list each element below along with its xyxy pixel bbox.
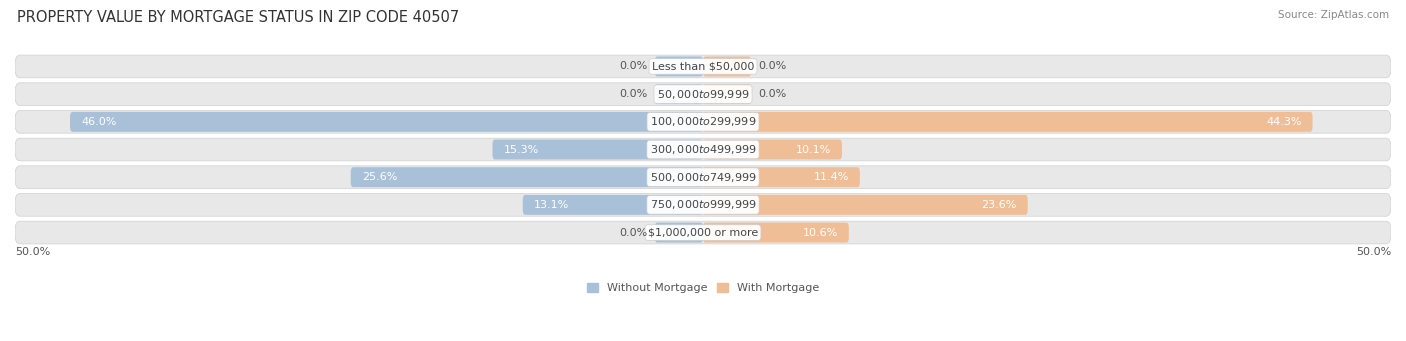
FancyBboxPatch shape bbox=[703, 84, 751, 104]
Text: 0.0%: 0.0% bbox=[758, 61, 786, 72]
FancyBboxPatch shape bbox=[70, 112, 703, 132]
Text: 0.0%: 0.0% bbox=[620, 227, 648, 238]
Text: Less than $50,000: Less than $50,000 bbox=[652, 61, 754, 72]
FancyBboxPatch shape bbox=[703, 57, 751, 76]
FancyBboxPatch shape bbox=[15, 83, 1391, 105]
FancyBboxPatch shape bbox=[15, 194, 1391, 216]
Text: PROPERTY VALUE BY MORTGAGE STATUS IN ZIP CODE 40507: PROPERTY VALUE BY MORTGAGE STATUS IN ZIP… bbox=[17, 10, 460, 25]
FancyBboxPatch shape bbox=[655, 57, 703, 76]
Text: 46.0%: 46.0% bbox=[82, 117, 117, 127]
Text: 10.6%: 10.6% bbox=[803, 227, 838, 238]
Text: 11.4%: 11.4% bbox=[814, 172, 849, 182]
FancyBboxPatch shape bbox=[492, 139, 703, 160]
FancyBboxPatch shape bbox=[15, 221, 1391, 244]
Text: 10.1%: 10.1% bbox=[796, 145, 831, 154]
Legend: Without Mortgage, With Mortgage: Without Mortgage, With Mortgage bbox=[588, 283, 818, 294]
FancyBboxPatch shape bbox=[350, 167, 703, 187]
Text: 25.6%: 25.6% bbox=[361, 172, 396, 182]
FancyBboxPatch shape bbox=[655, 84, 703, 104]
Text: 0.0%: 0.0% bbox=[620, 61, 648, 72]
FancyBboxPatch shape bbox=[15, 110, 1391, 133]
Text: 50.0%: 50.0% bbox=[1355, 248, 1391, 257]
FancyBboxPatch shape bbox=[703, 167, 860, 187]
FancyBboxPatch shape bbox=[523, 195, 703, 215]
Text: $50,000 to $99,999: $50,000 to $99,999 bbox=[657, 88, 749, 101]
Text: $100,000 to $299,999: $100,000 to $299,999 bbox=[650, 115, 756, 128]
Text: $300,000 to $499,999: $300,000 to $499,999 bbox=[650, 143, 756, 156]
FancyBboxPatch shape bbox=[15, 55, 1391, 78]
FancyBboxPatch shape bbox=[15, 138, 1391, 161]
Text: 13.1%: 13.1% bbox=[534, 200, 569, 210]
Text: 0.0%: 0.0% bbox=[620, 89, 648, 99]
FancyBboxPatch shape bbox=[15, 166, 1391, 189]
FancyBboxPatch shape bbox=[703, 223, 849, 242]
Text: 23.6%: 23.6% bbox=[981, 200, 1017, 210]
Text: 0.0%: 0.0% bbox=[758, 89, 786, 99]
FancyBboxPatch shape bbox=[655, 223, 703, 242]
Text: $500,000 to $749,999: $500,000 to $749,999 bbox=[650, 171, 756, 184]
FancyBboxPatch shape bbox=[703, 112, 1313, 132]
Text: Source: ZipAtlas.com: Source: ZipAtlas.com bbox=[1278, 10, 1389, 20]
Text: $1,000,000 or more: $1,000,000 or more bbox=[648, 227, 758, 238]
Text: $750,000 to $999,999: $750,000 to $999,999 bbox=[650, 198, 756, 211]
FancyBboxPatch shape bbox=[703, 139, 842, 160]
Text: 44.3%: 44.3% bbox=[1265, 117, 1302, 127]
FancyBboxPatch shape bbox=[703, 195, 1028, 215]
Text: 50.0%: 50.0% bbox=[15, 248, 51, 257]
Text: 15.3%: 15.3% bbox=[503, 145, 538, 154]
